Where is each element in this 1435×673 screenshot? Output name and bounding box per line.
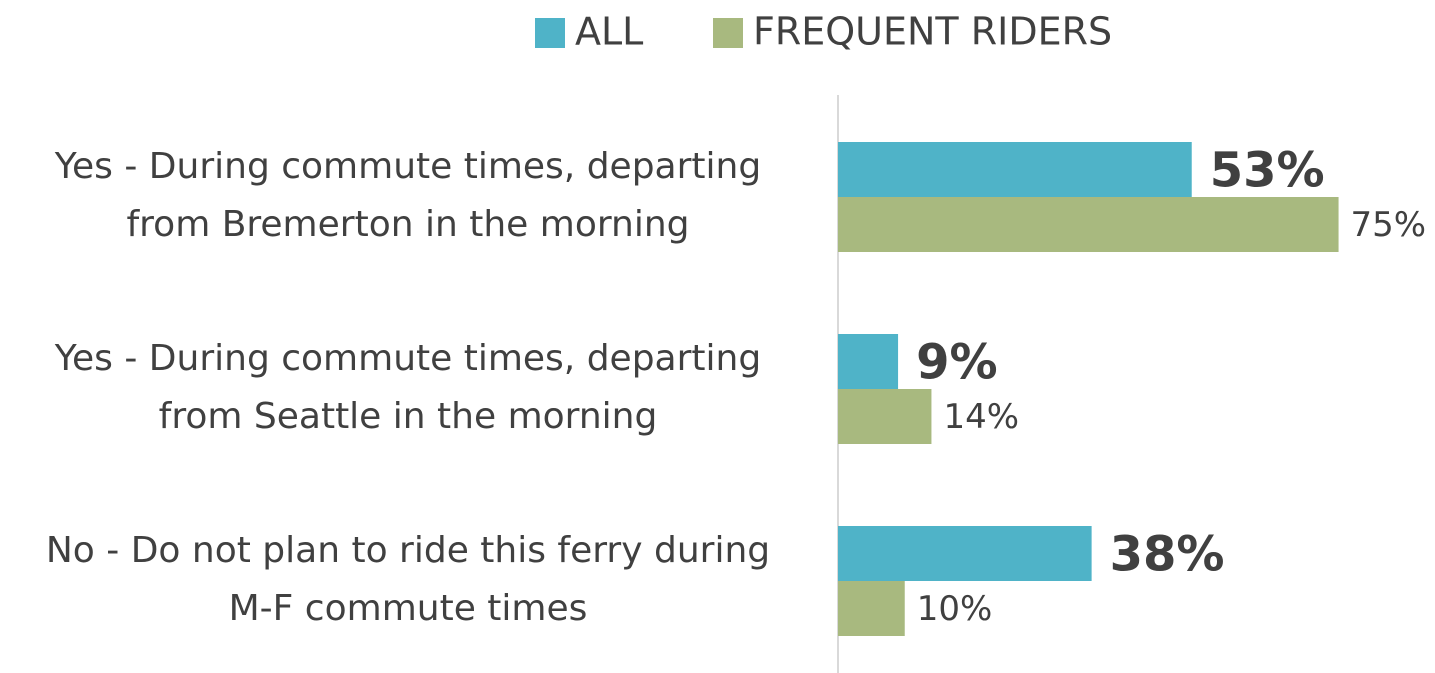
data-label: 14%	[943, 397, 1019, 437]
legend-label: FREQUENT RIDERS	[753, 10, 1112, 54]
category-label: No - Do not plan to ride this ferry duri…	[46, 530, 770, 629]
bar	[838, 334, 899, 389]
category-label: Yes - During commute times, departing fro…	[54, 338, 761, 437]
data-label: 38%	[1110, 527, 1225, 583]
category-label: Yes - During commute times, departing fro…	[54, 146, 761, 245]
legend-label: ALL	[575, 10, 643, 54]
bar	[838, 389, 932, 444]
bar	[838, 142, 1192, 197]
data-label: 75%	[1351, 205, 1427, 245]
bar	[838, 197, 1339, 252]
bar	[838, 526, 1092, 581]
data-label: 53%	[1210, 143, 1325, 199]
legend-swatch	[713, 18, 743, 48]
bar	[838, 581, 905, 636]
legend-swatch	[535, 18, 565, 48]
data-label: 10%	[917, 589, 993, 629]
data-label: 9%	[916, 335, 998, 391]
